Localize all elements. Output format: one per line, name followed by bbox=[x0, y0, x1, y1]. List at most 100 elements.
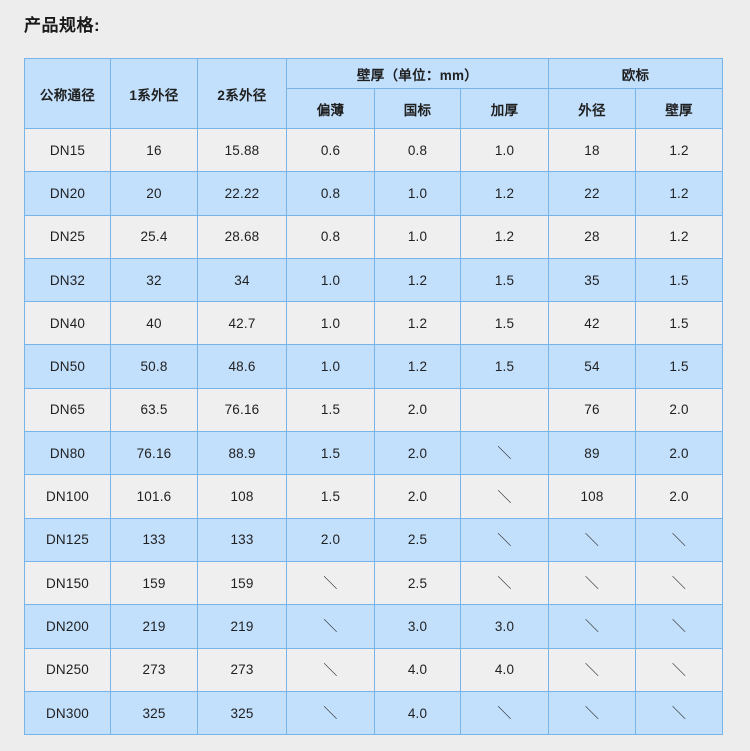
not-available-mark: ＼ bbox=[497, 705, 512, 721]
not-available-mark: ＼ bbox=[584, 618, 600, 635]
not-available-mark: ＼ bbox=[671, 575, 687, 592]
cell-series2-od: 159 bbox=[197, 560, 287, 606]
cell-nominal-diameter: DN20 bbox=[24, 171, 111, 216]
cell-series1-od: 20 bbox=[110, 171, 198, 216]
product-specification-table: 公称通径 1系外径 2系外径 壁厚（单位：mm） 欧标 偏薄 国标 加厚 外径 … bbox=[24, 58, 724, 736]
cell-nominal-diameter: DN50 bbox=[24, 344, 111, 389]
cell-thin: ＼ bbox=[286, 560, 375, 606]
cell-euro-wall: 1.2 bbox=[635, 127, 724, 173]
cell-thick: ＼ bbox=[459, 474, 550, 519]
table-row: DN125 133 133 2.0 2.5 ＼ ＼ ＼ bbox=[24, 517, 724, 562]
cell-euro-od: 54 bbox=[548, 344, 637, 389]
cell-nominal-diameter: DN100 bbox=[24, 474, 111, 519]
table-header-row-sub: 偏薄 国标 加厚 外径 壁厚 bbox=[25, 88, 724, 129]
table-row: DN250 273 273 ＼ 4.0 4.0 ＼ ＼ bbox=[24, 647, 724, 692]
column-header-series2-od: 2系外径 bbox=[197, 58, 287, 129]
cell-series1-od: 25.4 bbox=[110, 214, 198, 259]
cell-national-standard: 3.0 bbox=[374, 604, 461, 649]
table-row: DN50 50.8 48.6 1.0 1.2 1.5 54 1.5 bbox=[24, 344, 724, 389]
column-header-series1-od: 1系外径 bbox=[110, 58, 198, 129]
cell-euro-od: ＼ bbox=[548, 647, 637, 692]
cell-thick: 1.2 bbox=[459, 214, 550, 259]
not-available-mark: ＼ bbox=[497, 445, 512, 462]
cell-national-standard: 2.5 bbox=[374, 517, 461, 562]
column-header-wall-thickness-group: 壁厚（单位：mm） bbox=[285, 58, 550, 89]
cell-series2-od: 22.22 bbox=[197, 171, 287, 216]
cell-thick: 1.2 bbox=[459, 171, 550, 216]
cell-euro-wall: ＼ bbox=[635, 647, 724, 692]
cell-thin: 1.0 bbox=[286, 301, 375, 346]
cell-thick: 1.5 bbox=[459, 344, 550, 389]
cell-euro-od: 18 bbox=[548, 127, 637, 173]
not-available-mark: ＼ bbox=[671, 661, 687, 678]
cell-national-standard: 1.2 bbox=[374, 301, 461, 346]
cell-series1-od: 273 bbox=[110, 647, 198, 692]
cell-nominal-diameter: DN200 bbox=[24, 604, 111, 649]
cell-national-standard: 2.0 bbox=[374, 431, 461, 476]
table-row: DN100 101.6 108 1.5 2.0 ＼ 108 2.0 bbox=[24, 474, 724, 519]
table-body: DN15 16 15.88 0.6 0.8 1.0 18 1.2 DN20 20 22.22 0.8 1… bbox=[24, 127, 724, 736]
not-available-mark: ＼ bbox=[497, 488, 512, 505]
not-available-mark: ＼ bbox=[323, 575, 338, 592]
cell-thin: 1.0 bbox=[286, 257, 375, 303]
cell-national-standard: 2.5 bbox=[374, 560, 461, 606]
cell-euro-wall: 2.0 bbox=[635, 474, 724, 519]
table-row: DN20 20 22.22 0.8 1.0 1.2 22 1.2 bbox=[24, 171, 724, 216]
cell-series2-od: 42.7 bbox=[197, 301, 287, 346]
cell-thin: 2.0 bbox=[286, 517, 375, 562]
not-available-mark: ＼ bbox=[584, 705, 600, 721]
cell-series2-od: 133 bbox=[197, 517, 287, 562]
cell-euro-od: 35 bbox=[548, 257, 637, 303]
cell-euro-wall: 2.0 bbox=[635, 387, 724, 433]
cell-thick: ＼ bbox=[459, 690, 550, 736]
cell-national-standard: 2.0 bbox=[374, 474, 461, 519]
cell-national-standard: 0.8 bbox=[374, 127, 461, 173]
cell-series1-od: 219 bbox=[110, 604, 198, 649]
cell-series1-od: 32 bbox=[110, 257, 198, 303]
not-available-mark: ＼ bbox=[323, 705, 338, 721]
cell-euro-od: ＼ bbox=[548, 517, 637, 562]
table-row: DN32 32 34 1.0 1.2 1.5 35 1.5 bbox=[24, 257, 724, 303]
cell-euro-od: 28 bbox=[548, 214, 637, 259]
not-available-mark: ＼ bbox=[671, 705, 687, 721]
cell-series1-od: 133 bbox=[110, 517, 198, 562]
cell-thick: ＼ bbox=[459, 517, 550, 562]
cell-thin: ＼ bbox=[286, 690, 375, 736]
cell-thin: 1.5 bbox=[286, 431, 375, 476]
cell-series2-od: 76.16 bbox=[197, 387, 287, 433]
cell-thin: 1.0 bbox=[286, 344, 375, 389]
cell-nominal-diameter: DN300 bbox=[24, 690, 111, 736]
cell-euro-od: ＼ bbox=[548, 604, 637, 649]
cell-thin: ＼ bbox=[286, 647, 375, 692]
cell-series1-od: 159 bbox=[110, 560, 198, 606]
table-row: DN80 76.16 88.9 1.5 2.0 ＼ 89 2.0 bbox=[24, 431, 724, 476]
cell-series2-od: 273 bbox=[197, 647, 287, 692]
table-head: 公称通径 1系外径 2系外径 壁厚（单位：mm） 欧标 偏薄 国标 加厚 外径 … bbox=[24, 58, 724, 129]
cell-euro-wall: ＼ bbox=[635, 690, 724, 736]
column-header-euro-wall: 壁厚 bbox=[635, 88, 724, 129]
cell-national-standard: 2.0 bbox=[374, 387, 461, 433]
cell-thin: 1.5 bbox=[286, 474, 375, 519]
not-available-mark: ＼ bbox=[584, 575, 600, 592]
cell-series2-od: 219 bbox=[197, 604, 287, 649]
cell-euro-od: ＼ bbox=[548, 690, 637, 736]
column-header-euro-od: 外径 bbox=[548, 88, 637, 129]
cell-euro-wall: 2.0 bbox=[635, 431, 724, 476]
cell-nominal-diameter: DN25 bbox=[24, 214, 111, 259]
cell-euro-od: ＼ bbox=[548, 560, 637, 606]
cell-series1-od: 101.6 bbox=[110, 474, 198, 519]
cell-euro-od: 76 bbox=[548, 387, 637, 433]
cell-euro-wall: 1.5 bbox=[635, 301, 724, 346]
column-header-nominal-diameter: 公称通径 bbox=[24, 58, 111, 129]
not-available-mark: ＼ bbox=[323, 661, 338, 678]
cell-thin: 0.8 bbox=[286, 171, 375, 216]
cell-thick: ＼ bbox=[459, 560, 550, 606]
table-row: DN40 40 42.7 1.0 1.2 1.5 42 1.5 bbox=[24, 301, 724, 346]
not-available-mark: ＼ bbox=[671, 618, 687, 635]
cell-thin: 1.5 bbox=[286, 387, 375, 433]
table-row: DN15 16 15.88 0.6 0.8 1.0 18 1.2 bbox=[24, 127, 724, 173]
not-available-mark: ＼ bbox=[497, 531, 512, 548]
cell-nominal-diameter: DN40 bbox=[24, 301, 111, 346]
table-row: DN300 325 325 ＼ 4.0 ＼ ＼ ＼ bbox=[24, 690, 724, 736]
cell-series1-od: 40 bbox=[110, 301, 198, 346]
